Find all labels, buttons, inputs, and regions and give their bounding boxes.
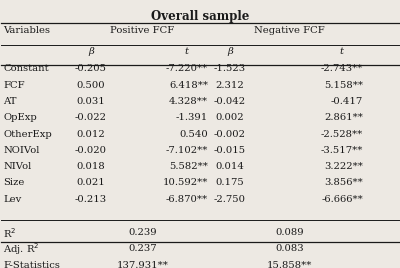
Text: 0.014: 0.014	[215, 162, 244, 171]
Text: -0.020: -0.020	[75, 146, 107, 155]
Text: 0.002: 0.002	[216, 113, 244, 122]
Text: OpExp: OpExp	[3, 113, 37, 122]
Text: 10.592**: 10.592**	[162, 178, 208, 187]
Text: β: β	[227, 47, 233, 56]
Text: 0.239: 0.239	[128, 228, 157, 237]
Text: -7.220**: -7.220**	[166, 64, 208, 73]
Text: Constant: Constant	[3, 64, 49, 73]
Text: Variables: Variables	[3, 26, 50, 35]
Text: 0.083: 0.083	[275, 244, 304, 254]
Text: R$^2$: R$^2$	[3, 226, 17, 240]
Text: -2.528**: -2.528**	[321, 129, 363, 139]
Text: Overall sample: Overall sample	[151, 10, 249, 23]
Text: Positive FCF: Positive FCF	[110, 26, 174, 35]
Text: Size: Size	[3, 178, 25, 187]
Text: -6.666**: -6.666**	[321, 195, 363, 204]
Text: Negative FCF: Negative FCF	[254, 26, 325, 35]
Text: 3.222**: 3.222**	[324, 162, 363, 171]
Text: 0.031: 0.031	[76, 97, 105, 106]
Text: -1.391: -1.391	[176, 113, 208, 122]
Text: F-Statistics: F-Statistics	[3, 261, 60, 268]
Text: -0.205: -0.205	[75, 64, 107, 73]
Text: -0.042: -0.042	[214, 97, 246, 106]
Text: -7.102**: -7.102**	[166, 146, 208, 155]
Text: -3.517**: -3.517**	[320, 146, 363, 155]
Text: 0.089: 0.089	[275, 228, 304, 237]
Text: -1.523: -1.523	[214, 64, 246, 73]
Text: β: β	[88, 47, 94, 56]
Text: -0.022: -0.022	[75, 113, 107, 122]
Text: 137.931**: 137.931**	[116, 261, 168, 268]
Text: FCF: FCF	[3, 81, 25, 90]
Text: -2.743**: -2.743**	[320, 64, 363, 73]
Text: AT: AT	[3, 97, 17, 106]
Text: -0.002: -0.002	[214, 129, 246, 139]
Text: 5.158**: 5.158**	[324, 81, 363, 90]
Text: -6.870**: -6.870**	[166, 195, 208, 204]
Text: 0.012: 0.012	[76, 129, 105, 139]
Text: 0.540: 0.540	[179, 129, 208, 139]
Text: 15.858**: 15.858**	[267, 261, 312, 268]
Text: 6.418**: 6.418**	[169, 81, 208, 90]
Text: 0.175: 0.175	[216, 178, 244, 187]
Text: 2.312: 2.312	[216, 81, 244, 90]
Text: 0.500: 0.500	[76, 81, 105, 90]
Text: 2.861**: 2.861**	[324, 113, 363, 122]
Text: 5.582**: 5.582**	[169, 162, 208, 171]
Text: -0.213: -0.213	[75, 195, 107, 204]
Text: Lev: Lev	[3, 195, 22, 204]
Text: Adj. R$^2$: Adj. R$^2$	[3, 241, 40, 257]
Text: NOIVol: NOIVol	[3, 146, 40, 155]
Text: -2.750: -2.750	[214, 195, 246, 204]
Text: -0.417: -0.417	[331, 97, 363, 106]
Text: t: t	[339, 47, 343, 56]
Text: -0.015: -0.015	[214, 146, 246, 155]
Text: 0.021: 0.021	[76, 178, 105, 187]
Text: 0.018: 0.018	[76, 162, 105, 171]
Text: OtherExp: OtherExp	[3, 129, 52, 139]
Text: t: t	[184, 47, 188, 56]
Text: 0.237: 0.237	[128, 244, 157, 254]
Text: 4.328**: 4.328**	[169, 97, 208, 106]
Text: NIVol: NIVol	[3, 162, 32, 171]
Text: 3.856**: 3.856**	[324, 178, 363, 187]
